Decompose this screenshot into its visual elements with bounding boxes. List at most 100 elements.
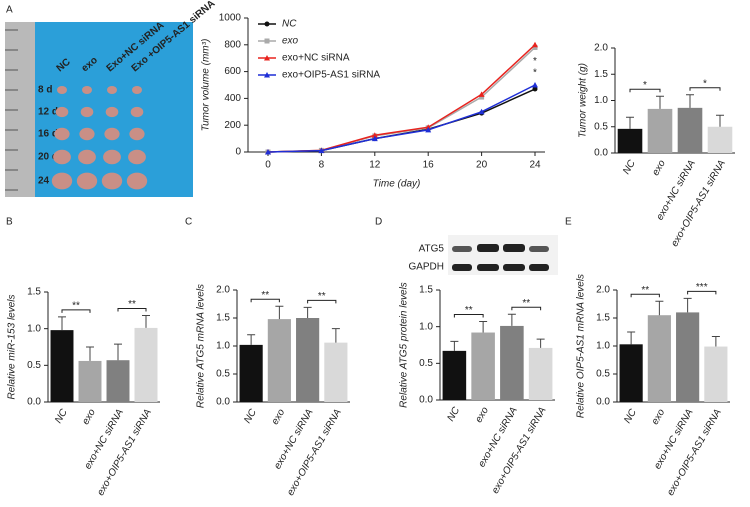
significance-bracket — [117, 307, 147, 312]
series-line — [267, 84, 536, 153]
legend-label: exo — [282, 36, 299, 47]
significance-label: ** — [128, 299, 136, 310]
y-axis-label: Relative ATG5 protein levels — [399, 282, 410, 408]
legend-label: NC — [282, 19, 297, 30]
tumor-photo — [5, 22, 193, 197]
error-bar — [507, 313, 516, 326]
tumor — [57, 86, 67, 94]
tumor — [132, 86, 142, 94]
y-axis-label: Tumor volume (mm³) — [201, 39, 212, 132]
x-tick-label: 16 — [423, 160, 435, 171]
bar — [528, 347, 553, 400]
error-bar — [450, 340, 459, 351]
x-tick-label: exo+OIP5-AS1 siRNA — [669, 158, 728, 249]
y-tick-label: 200 — [224, 120, 241, 131]
x-tick-label: 12 — [369, 160, 381, 171]
y-tick-label: 1000 — [219, 13, 242, 24]
y-tick-label: 1.5 — [594, 69, 608, 80]
marker — [371, 132, 378, 138]
bar — [704, 346, 728, 402]
x-tick-label: exo+OIP5-AS1 siRNA — [285, 407, 344, 498]
x-tick-label: 0 — [265, 160, 271, 171]
annotation: * — [533, 68, 537, 79]
y-tick-label: 1.5 — [596, 313, 610, 324]
y-tick-label: 0.5 — [419, 358, 433, 369]
tumor — [107, 86, 117, 94]
error-bar — [331, 328, 340, 343]
error-bar — [303, 306, 312, 318]
bar — [324, 342, 348, 402]
y-tick-label: 2.0 — [216, 285, 230, 296]
y-tick-label: 400 — [224, 93, 241, 104]
tumor — [76, 172, 98, 190]
significance-label: ** — [318, 291, 326, 302]
legend-marker — [264, 38, 270, 44]
day-label: 20 d — [38, 152, 58, 163]
y-axis-label: Relative OIP5-AS1 mRNA levels — [576, 274, 587, 418]
y-tick-label: 1.0 — [419, 321, 433, 332]
tumor — [79, 127, 95, 141]
series-line — [267, 88, 536, 153]
x-tick-label: NC — [242, 407, 259, 426]
tumor — [53, 149, 71, 165]
blot-label: GAPDH — [408, 262, 444, 273]
tumor — [82, 86, 92, 94]
significance-bracket — [629, 88, 661, 93]
y-axis-label: Tumor weight (g) — [578, 63, 589, 138]
y-tick-label: 2.0 — [596, 285, 610, 296]
x-tick-label: NC — [53, 407, 70, 426]
bar — [677, 107, 703, 153]
tumor — [78, 149, 96, 165]
y-tick-label: 2.0 — [594, 43, 608, 54]
day-label: 12 d — [38, 107, 58, 118]
y-tick-label: 1.0 — [27, 323, 41, 334]
bar — [267, 319, 291, 402]
significance-bracket — [511, 306, 542, 311]
error-bar — [711, 335, 720, 347]
y-tick-label: 1.5 — [27, 287, 41, 298]
significance-bracket — [687, 290, 717, 295]
tumor — [51, 172, 73, 190]
x-tick-label: exo+OIP5-AS1 siRNA — [665, 407, 724, 498]
bar — [647, 108, 673, 153]
significance-bracket — [630, 293, 660, 298]
y-tick-label: 0.5 — [596, 369, 610, 380]
error-bar — [683, 297, 692, 313]
error-bar — [58, 316, 66, 331]
x-tick-label: exo — [650, 407, 668, 427]
x-tick-label: 20 — [476, 160, 488, 171]
bar — [106, 360, 130, 402]
significance-bracket — [250, 298, 280, 303]
tumor — [130, 106, 144, 118]
y-tick-label: 0.5 — [27, 360, 41, 371]
tumor — [126, 172, 148, 190]
marker — [478, 91, 485, 97]
marker — [265, 149, 271, 155]
significance-label: ** — [261, 290, 269, 301]
legend-marker — [264, 72, 270, 78]
panel-label: D — [375, 217, 382, 228]
y-tick-label: 0.0 — [216, 397, 230, 408]
bar — [50, 330, 74, 402]
marker — [532, 86, 538, 92]
marker — [532, 44, 538, 50]
x-tick-label: exo — [270, 407, 288, 427]
y-tick-label: 0.0 — [419, 395, 433, 406]
significance-bracket — [689, 87, 721, 91]
y-tick-label: 1.5 — [216, 313, 230, 324]
y-tick-label: 1.5 — [419, 285, 433, 296]
bar — [296, 318, 320, 402]
x-tick-label: NC — [446, 405, 463, 424]
x-tick-label: 24 — [529, 160, 541, 171]
error-bar — [627, 331, 636, 345]
marker — [425, 126, 432, 133]
bar — [500, 325, 524, 400]
error-bar — [247, 334, 256, 345]
y-tick-label: 1.0 — [596, 341, 610, 352]
tumor — [129, 127, 145, 141]
tumor — [128, 149, 146, 165]
error-bar — [275, 305, 284, 320]
tumor — [101, 172, 123, 190]
significance-bracket — [61, 309, 91, 313]
x-tick-label: exo — [473, 405, 491, 425]
